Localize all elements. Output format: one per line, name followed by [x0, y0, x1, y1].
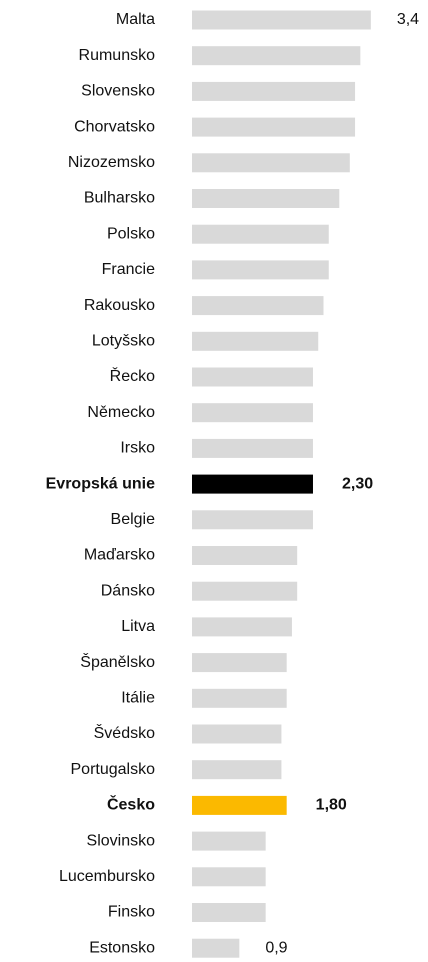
value-label: 1,80	[316, 797, 347, 814]
category-label: Německo	[87, 404, 155, 421]
category-label: Rumunsko	[79, 47, 156, 64]
category-label: Portugalsko	[71, 761, 156, 778]
category-label: Lotyšsko	[92, 333, 155, 350]
bar	[192, 903, 266, 922]
bar	[192, 724, 282, 744]
category-label: Evropská unie	[46, 475, 155, 492]
category-label: Slovensko	[81, 83, 155, 100]
bar	[192, 403, 313, 423]
bar	[192, 474, 313, 494]
category-label: Itálie	[121, 690, 155, 707]
category-label: Bulharsko	[84, 190, 155, 207]
bar	[192, 795, 287, 815]
category-label: Španělsko	[80, 652, 155, 671]
category-label: Dánsko	[101, 582, 155, 599]
category-label: Lucembursko	[59, 868, 155, 885]
category-label: Francie	[102, 261, 155, 278]
bar	[192, 331, 319, 351]
bar	[192, 867, 266, 887]
bar	[192, 189, 340, 208]
bar	[192, 438, 313, 458]
bar	[192, 81, 356, 101]
bar	[192, 831, 266, 851]
category-label: Estonsko	[89, 939, 155, 956]
value-label: 3,4	[397, 11, 419, 28]
bar	[192, 938, 240, 958]
bar	[192, 581, 298, 601]
category-label: Polsko	[107, 225, 155, 242]
bar	[192, 546, 298, 565]
category-label: Česko	[107, 795, 155, 814]
category-label: Švédsko	[94, 723, 155, 742]
bar	[192, 760, 282, 780]
bar	[192, 117, 356, 137]
bar	[192, 510, 313, 530]
category-label: Litva	[121, 618, 155, 635]
bar	[192, 46, 361, 66]
bar	[192, 367, 313, 387]
bar	[192, 688, 287, 708]
category-label: Řecko	[110, 366, 155, 385]
bar	[192, 224, 329, 244]
category-label: Rakousko	[84, 297, 155, 314]
bar	[192, 617, 292, 637]
category-label: Slovinsko	[87, 832, 156, 849]
bar	[192, 653, 287, 673]
bar	[192, 10, 371, 30]
value-label: 2,30	[342, 475, 373, 492]
category-label: Malta	[116, 11, 155, 28]
category-label: Chorvatsko	[74, 118, 155, 135]
category-label: Finsko	[108, 904, 155, 921]
category-label: Irsko	[120, 440, 155, 457]
value-label: 0,9	[265, 939, 287, 956]
bar	[192, 260, 329, 280]
category-label: Nizozemsko	[68, 154, 155, 171]
bar	[192, 153, 350, 173]
category-label: Maďarsko	[84, 547, 155, 564]
bar	[192, 296, 324, 316]
category-label: Belgie	[111, 511, 156, 528]
